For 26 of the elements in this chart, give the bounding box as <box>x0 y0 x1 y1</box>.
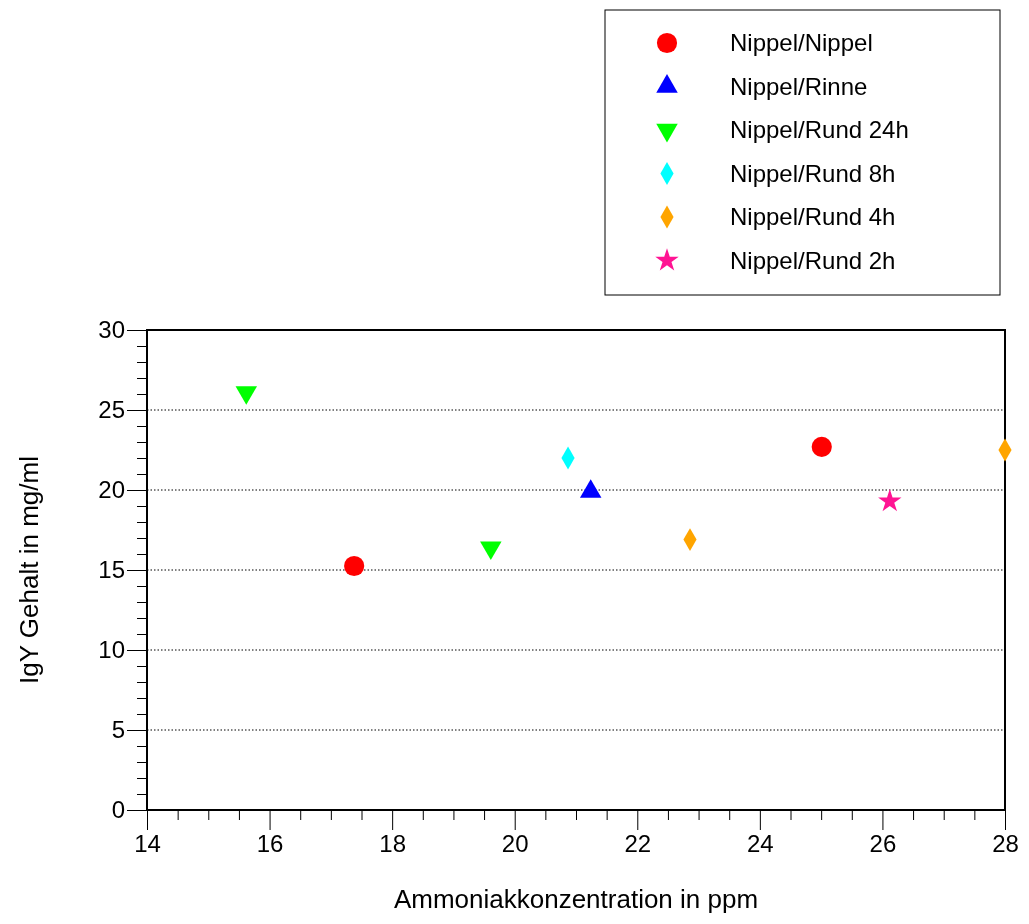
y-tick-label: 10 <box>98 636 125 664</box>
legend-label: Nippel/Rinne <box>730 72 868 100</box>
x-tick-label: 14 <box>134 829 161 857</box>
legend-label: Nippel/Rund 4h <box>730 203 896 231</box>
point <box>344 555 365 577</box>
x-tick-label: 20 <box>501 829 529 857</box>
x-axis-title: Ammoniakkonzentration in ppm <box>393 884 759 914</box>
x-tick-label: 24 <box>747 829 774 857</box>
y-tick-label: 25 <box>98 396 125 424</box>
legend-label: Nippel/Rund 24h <box>730 116 909 144</box>
y-tick-label: 20 <box>98 476 125 504</box>
point <box>811 436 832 457</box>
legend-label: Nippel/Nippel <box>730 29 873 57</box>
y-tick-label: 15 <box>98 556 125 584</box>
legend-label: Nippel/Rund 8h <box>730 159 896 187</box>
x-tick-label: 22 <box>624 829 652 857</box>
legend-label: Nippel/Rund 2h <box>730 246 896 274</box>
y-tick-label: 0 <box>111 796 125 824</box>
y-tick-label: 5 <box>111 716 125 744</box>
y-tick-label: 30 <box>98 316 125 344</box>
y-axis-title: IgY Gehalt in mg/ml <box>14 456 44 684</box>
x-tick-label: 18 <box>379 829 406 857</box>
point <box>878 488 902 512</box>
x-tick-label: 28 <box>992 829 1019 857</box>
x-tick-label: 16 <box>256 829 284 857</box>
x-tick-label: 26 <box>869 829 897 857</box>
